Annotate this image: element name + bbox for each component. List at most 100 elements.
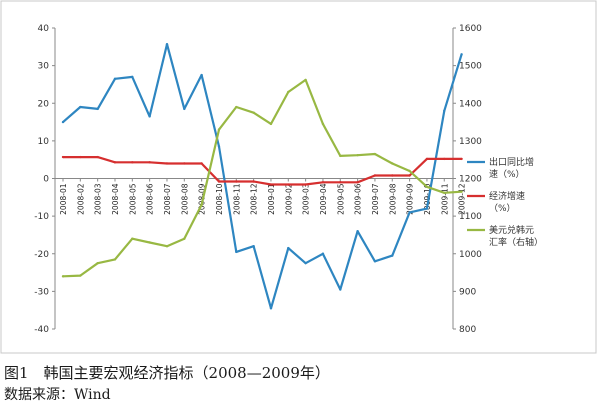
series-2-point xyxy=(217,180,221,183)
series-3-point xyxy=(373,152,377,156)
x-tick-label: 2008-05 xyxy=(128,183,137,215)
series-2-point xyxy=(391,174,394,177)
x-tick-label: 2009-06 xyxy=(354,183,363,215)
series-2-point xyxy=(321,181,325,184)
series-2-point xyxy=(304,183,307,186)
series-3-point xyxy=(148,241,151,244)
series-1-point xyxy=(113,77,117,80)
left-tick-label: 20 xyxy=(38,99,50,109)
series-line-3 xyxy=(62,78,462,278)
legend-label-1: 速（%） xyxy=(489,169,525,180)
x-tick-label: 2009-02 xyxy=(284,183,293,215)
x-tick-label: 2008-01 xyxy=(59,183,68,215)
series-2-point xyxy=(96,155,99,159)
series-1-point xyxy=(61,120,65,124)
left-tick-label: 0 xyxy=(43,175,49,185)
series-2-point xyxy=(61,155,65,159)
x-tick-label: 2009-09 xyxy=(406,183,415,215)
series-3-point xyxy=(61,275,65,278)
series-1-point xyxy=(269,307,273,310)
series-line-2 xyxy=(63,156,462,186)
series-2-point xyxy=(443,157,446,161)
series-3-point xyxy=(252,111,255,114)
right-tick-label: 1500 xyxy=(459,62,482,72)
series-3-point xyxy=(79,274,82,277)
x-tick-label: 2008-11 xyxy=(232,183,241,215)
series-3-point xyxy=(235,105,238,109)
series-2-point xyxy=(113,161,117,164)
series-2-point xyxy=(165,162,169,165)
x-tick-label: 2008-08 xyxy=(180,183,189,215)
x-tick-label: 2009-12 xyxy=(458,183,467,215)
x-tick-label: 2009-03 xyxy=(302,183,311,215)
x-tick-label: 2009-01 xyxy=(267,183,276,215)
right-tick-label: 900 xyxy=(459,287,476,297)
x-tick-label: 2009-08 xyxy=(388,183,397,215)
legend-label-2: 经济增速 xyxy=(489,190,525,202)
series-3-point xyxy=(425,185,429,188)
right-tick-label: 1600 xyxy=(459,24,482,34)
series-1-point xyxy=(391,254,394,257)
x-tick-label: 2009-10 xyxy=(423,183,432,215)
legend-label-3: 汇率（右轴） xyxy=(489,236,543,248)
series-3-point xyxy=(287,90,290,94)
x-tick-label: 2009-05 xyxy=(336,183,345,215)
series-3-point xyxy=(460,190,463,193)
series-3-point xyxy=(321,122,325,126)
series-1-point xyxy=(460,53,463,56)
series-3-point xyxy=(200,203,203,207)
chart-frame xyxy=(0,0,597,354)
series-2-point xyxy=(252,180,255,183)
series-3-point xyxy=(96,261,99,265)
series-1-point xyxy=(148,115,151,118)
series-1-point xyxy=(183,107,186,111)
series-1-point xyxy=(339,288,342,291)
series-1-point xyxy=(443,109,446,112)
left-tick-label: -40 xyxy=(34,325,49,335)
right-tick-label: 1200 xyxy=(459,175,482,185)
x-tick-label: 2008-02 xyxy=(76,183,85,215)
series-2-point xyxy=(235,180,238,183)
series-1-point xyxy=(321,252,325,255)
series-3-point xyxy=(408,169,411,173)
right-tick-label: 1300 xyxy=(459,137,482,147)
left-tick-label: 30 xyxy=(38,62,50,72)
series-1-point xyxy=(408,211,411,214)
left-tick-label: -30 xyxy=(34,287,49,297)
series-3-point xyxy=(183,237,186,240)
series-1-point xyxy=(96,107,99,111)
series-1-point xyxy=(235,250,238,254)
x-tick-label: 2008-06 xyxy=(146,183,155,215)
series-2-point xyxy=(373,174,377,177)
left-tick-label: 10 xyxy=(38,137,50,147)
series-1-point xyxy=(287,246,290,250)
series-1-point xyxy=(425,207,429,210)
series-3-point xyxy=(443,191,446,194)
legend-label-2: （%） xyxy=(489,203,516,214)
series-3-point xyxy=(269,122,273,126)
series-2-point xyxy=(269,183,273,186)
series-line-1 xyxy=(62,43,463,310)
right-tick-label: 1100 xyxy=(459,212,482,222)
x-tick-label: 2008-12 xyxy=(250,183,259,215)
series-2-point xyxy=(287,183,290,186)
series-3-point xyxy=(113,258,117,261)
series-2-point xyxy=(425,157,429,161)
series-3-point xyxy=(217,128,221,131)
left-tick-label: -10 xyxy=(34,212,49,222)
series-2-point xyxy=(460,157,463,161)
series-3-point xyxy=(356,153,359,157)
chart: 40 30 20 10 0 -10 -20 -30 -40 1600 1500 1400 1300 120… xyxy=(0,0,597,354)
series-2-point xyxy=(356,181,359,184)
series-2-point xyxy=(131,161,134,164)
right-tick-label: 1000 xyxy=(459,250,482,260)
left-tick-label: 40 xyxy=(38,24,50,34)
series-3-point xyxy=(304,78,307,82)
x-tick-label: 2008-03 xyxy=(94,183,103,215)
source-note: 数据来源：Wind xyxy=(4,387,111,403)
left-tick-label: -20 xyxy=(34,250,49,260)
series-2-point xyxy=(183,162,186,165)
x-tick-label: 2008-04 xyxy=(111,183,120,215)
x-tick-label: 2009-07 xyxy=(371,183,380,215)
series-2-point xyxy=(408,174,411,177)
